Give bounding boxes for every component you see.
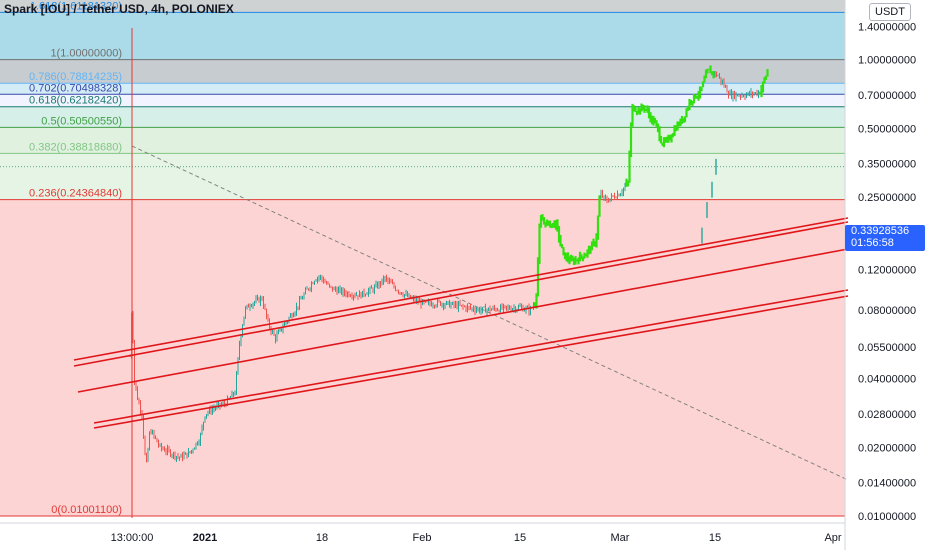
current-price-value: 0.33928536 xyxy=(851,225,910,237)
fib-zone xyxy=(0,199,845,516)
time-tick-label: Mar xyxy=(611,532,630,544)
price-tick-label: 0.04000000 xyxy=(858,374,916,386)
price-tick-label: 0.08000000 xyxy=(858,305,916,317)
price-tick-label: 0.02800000 xyxy=(858,409,916,421)
fib-zones xyxy=(0,0,845,516)
fib-label: 0.382(0.38818680) xyxy=(29,141,122,153)
price-tick-label: 1.40000000 xyxy=(858,21,916,33)
price-tick-label: 0.25000000 xyxy=(858,192,916,204)
price-tick-label: 0.70000000 xyxy=(858,90,916,102)
fib-zone xyxy=(0,83,845,95)
fib-zone xyxy=(0,106,845,128)
time-tick-label: 15 xyxy=(514,532,526,544)
channel-line xyxy=(93,295,849,429)
channel-line xyxy=(73,217,849,361)
fib-zone xyxy=(0,0,845,13)
fib-label: 0.618(0.62182420) xyxy=(29,95,122,107)
time-tick-label: Apr xyxy=(824,532,841,544)
fib-label: 1(1.00000000) xyxy=(50,48,122,60)
price-tick-label: 0.01000000 xyxy=(858,511,916,523)
price-tick-label: 0.50000000 xyxy=(858,123,916,135)
price-tick-label: 0.02000000 xyxy=(858,442,916,454)
currency-unit-button[interactable]: USDT xyxy=(869,3,911,21)
time-tick-label: 13:00:00 xyxy=(111,532,154,544)
time-tick-label: Feb xyxy=(413,532,432,544)
time-tick-label: 15 xyxy=(709,532,721,544)
fib-level-lines xyxy=(0,11,845,517)
fib-label: 0.786(0.78814235) xyxy=(29,71,122,83)
price-candles xyxy=(129,65,769,463)
fib-label: 1.618(1.61181320) xyxy=(30,0,122,12)
time-tick-label: 18 xyxy=(316,532,328,544)
diagonal-trendline xyxy=(131,145,849,481)
fib-zone xyxy=(0,153,845,200)
fib-label: 0.702(0.70498328) xyxy=(29,82,122,94)
time-axis: 13:00:00 2021 18 Feb 15 Mar 15 Apr xyxy=(111,532,842,544)
channel-line xyxy=(73,221,849,367)
price-tick-label: 0.05500000 xyxy=(858,342,916,354)
fib-label: 0.5(0.50500550) xyxy=(41,115,122,127)
channel-line xyxy=(77,248,849,393)
price-tick-label: 0.01400000 xyxy=(858,478,916,490)
price-axis: 5.500000004.000000002.800000002.00000000… xyxy=(858,21,916,523)
channel-line xyxy=(93,289,849,424)
price-tick-label: 1.00000000 xyxy=(858,55,916,67)
current-price-label: 0.33928536 01:56:58 xyxy=(845,225,925,251)
price-tick-label: 0.35000000 xyxy=(858,159,916,171)
price-tick-label: 0.12000000 xyxy=(858,265,916,277)
fib-zone xyxy=(0,127,845,154)
fib-label: 0.236(0.24364840) xyxy=(29,188,122,200)
chart-title: Spark [IOU] / Tether USD, 4h, POLONIEX xyxy=(4,2,234,16)
fib-level-labels: 5.236(5.19359340)4.236(4.20360440)3.618(… xyxy=(29,0,122,516)
regression-channels xyxy=(73,217,849,429)
time-tick-label: 2021 xyxy=(193,532,217,544)
fib-zone xyxy=(0,12,845,60)
fib-zone xyxy=(0,94,845,107)
fib-label: 0(0.01001100) xyxy=(51,504,122,516)
fib-zone xyxy=(0,59,845,84)
bar-countdown: 01:56:58 xyxy=(851,237,894,249)
